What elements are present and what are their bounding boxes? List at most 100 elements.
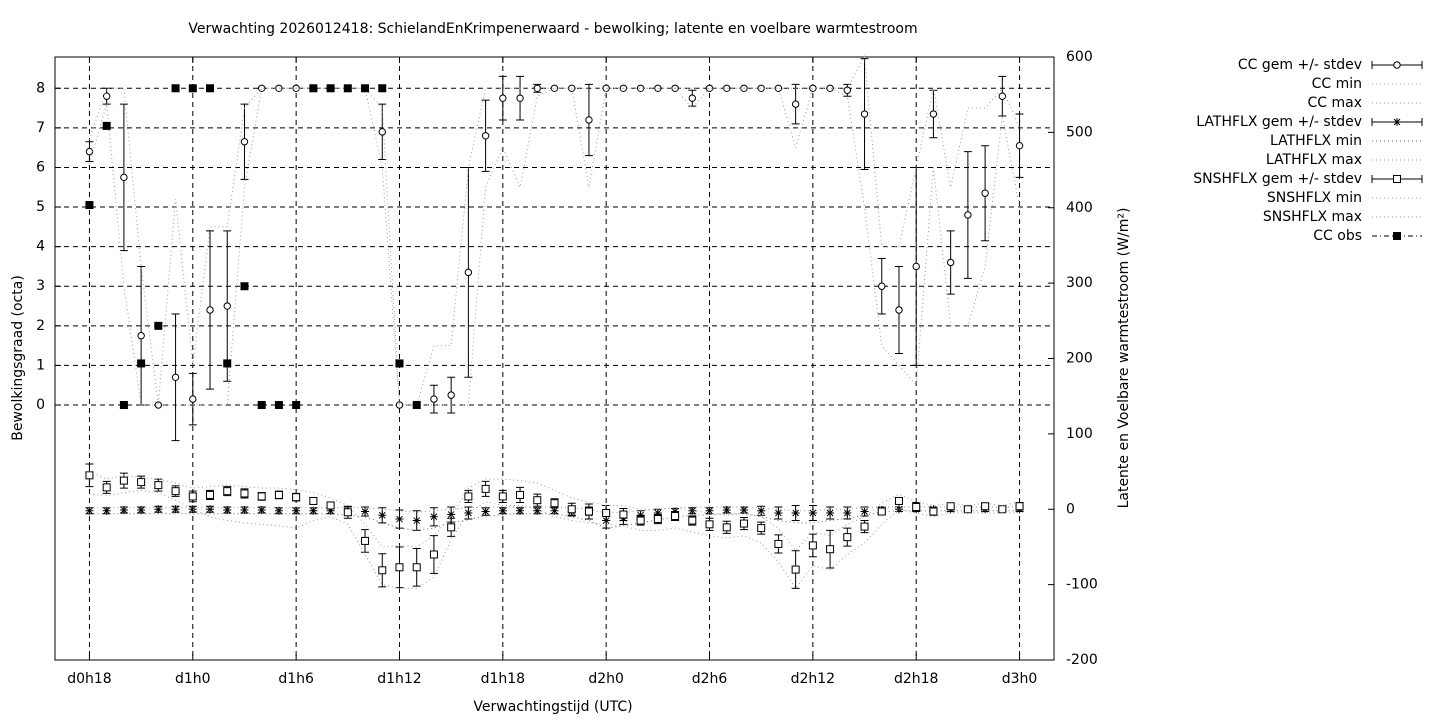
data-point	[826, 509, 835, 518]
data-point	[120, 173, 128, 182]
data-point	[85, 147, 94, 156]
data-point	[430, 395, 438, 403]
x-tick-label: d2h18	[894, 671, 938, 687]
x-tick-label: d1h0	[175, 671, 211, 687]
legend-label: CC gem +/- stdev	[1238, 57, 1362, 73]
data-point	[550, 506, 559, 515]
data-point	[447, 523, 456, 532]
data-point	[274, 506, 283, 515]
data-point	[843, 509, 852, 518]
legend-caps	[1371, 175, 1423, 183]
data-point	[240, 138, 249, 146]
data-point	[1015, 141, 1024, 150]
y2-tick-label: 500	[1066, 124, 1093, 140]
data-point	[240, 489, 249, 498]
data-point	[498, 506, 507, 515]
data-point	[171, 373, 180, 382]
data-point	[206, 505, 215, 514]
data-point	[533, 506, 542, 515]
x-tick-label: d2h0	[588, 671, 624, 687]
data-point	[309, 506, 318, 515]
data-point	[378, 566, 387, 575]
data-point	[739, 519, 748, 528]
y-tick-label: 4	[36, 239, 45, 255]
legend-marker	[1393, 232, 1401, 240]
y2-axis-label: Latente en Voelbare warmtestroom (W/m²)	[1116, 208, 1132, 509]
data-line	[89, 506, 1020, 514]
legend-label: CC max	[1307, 95, 1362, 111]
data-point	[85, 201, 94, 210]
data-point	[223, 506, 232, 515]
data-point	[498, 492, 507, 501]
data-point	[137, 478, 146, 487]
y-tick-label: 0	[36, 397, 45, 413]
data-point	[326, 501, 335, 510]
y2-tick-label: -100	[1066, 577, 1098, 593]
data-point	[653, 515, 662, 524]
legend-label: SNSHFLX gem +/- stdev	[1193, 171, 1362, 187]
x-tick-label: d1h12	[377, 671, 421, 687]
data-point	[895, 306, 903, 314]
data-point	[464, 509, 473, 518]
data-point	[533, 84, 541, 92]
data-point	[671, 512, 680, 521]
data-point	[274, 401, 283, 410]
data-point	[154, 481, 163, 490]
data-point	[499, 94, 507, 102]
data-point	[602, 84, 610, 92]
data-point	[154, 505, 163, 514]
data-line	[89, 510, 1020, 531]
data-point	[257, 401, 266, 410]
data-point	[102, 92, 111, 100]
data-point	[292, 401, 301, 410]
y2-tick-label: 0	[1066, 501, 1075, 517]
data-point	[722, 523, 731, 532]
y-tick-label: 5	[36, 199, 45, 215]
data-point	[188, 492, 197, 501]
data-point	[85, 471, 94, 480]
data-point	[774, 509, 783, 518]
data-point	[636, 511, 645, 520]
data-point	[791, 565, 800, 574]
data-point	[981, 189, 989, 197]
data-point	[154, 401, 163, 409]
data-point	[412, 516, 421, 525]
y2-tick-label: 100	[1066, 426, 1093, 442]
data-point	[963, 505, 972, 514]
data-point	[223, 359, 232, 368]
x-tick-label: d2h6	[692, 671, 728, 687]
data-point	[585, 116, 593, 124]
data-point	[757, 506, 766, 515]
data-point	[412, 563, 421, 572]
data-point	[912, 262, 920, 271]
data-point	[429, 512, 438, 521]
data-point	[826, 545, 835, 554]
legend-label: LATHFLX gem +/- stdev	[1196, 114, 1362, 130]
data-point	[343, 84, 352, 93]
legend-marker	[1393, 118, 1401, 126]
legend-label: CC min	[1312, 76, 1362, 92]
x-tick-label: d1h6	[278, 671, 314, 687]
legend-label: LATHFLX max	[1266, 152, 1362, 168]
data-point	[309, 84, 318, 93]
data-point	[395, 359, 404, 368]
data-point	[860, 522, 869, 531]
data-point	[636, 516, 645, 525]
legend-marker	[1393, 175, 1401, 183]
data-point	[964, 211, 972, 219]
legend-caps	[1371, 118, 1423, 126]
data-point	[137, 332, 145, 340]
data-point	[946, 502, 955, 511]
y-axis-label: Bewolkingsgraad (octa)	[10, 275, 26, 441]
data-point	[843, 533, 852, 542]
chart-title: Verwachting 2026012418: SchielandEnKrimp…	[188, 21, 917, 37]
data-point	[292, 506, 301, 515]
y2-tick-label: 300	[1066, 275, 1093, 291]
data-point	[292, 493, 301, 502]
data-point	[119, 401, 128, 410]
data-point	[894, 496, 903, 505]
data-line	[88, 54, 1021, 406]
data-point	[705, 520, 714, 529]
data-point	[860, 507, 869, 516]
